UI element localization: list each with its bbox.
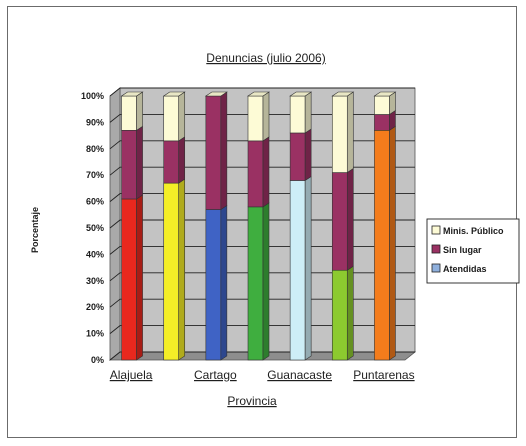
bar-top xyxy=(247,91,270,97)
gridline xyxy=(109,113,415,123)
x-axis-title: Provincia xyxy=(227,394,277,408)
bar-segment-sin-lugar xyxy=(205,91,228,211)
gridline xyxy=(109,87,415,97)
y-tick-label: 40% xyxy=(86,249,104,259)
bar-segment-atendidas xyxy=(247,202,270,361)
bar-top xyxy=(373,91,397,97)
legend-box xyxy=(426,218,520,284)
y-tick-label: 60% xyxy=(86,197,104,207)
y-tick-label: 20% xyxy=(86,302,104,312)
bar-segment-minis-p-blico xyxy=(289,91,312,134)
bar-segment-atendidas xyxy=(163,178,186,361)
gridline xyxy=(109,193,415,202)
bar-segment-atendidas xyxy=(289,175,312,361)
x-category-labels: Alajuela Cartago Guanacaste Puntarenas xyxy=(110,368,415,382)
chart-bars xyxy=(120,91,397,361)
gridline xyxy=(109,140,415,150)
y-axis-title: Porcentaje xyxy=(30,207,40,253)
bar-top xyxy=(289,91,313,97)
bar-segment-sin-lugar xyxy=(121,125,143,200)
y-tick-label: 10% xyxy=(86,329,104,339)
gridline xyxy=(109,166,415,176)
y-tick-label: 80% xyxy=(86,144,104,154)
y-tick-label: 30% xyxy=(86,276,104,286)
bar-top xyxy=(204,91,228,97)
gridline xyxy=(109,245,415,255)
legend-label: Sin lugar xyxy=(443,245,482,255)
bar-top xyxy=(120,91,144,97)
legend-swatch xyxy=(431,225,441,235)
chart-title: Denuncias (julio 2006) xyxy=(206,51,325,65)
bar-segment-atendidas xyxy=(374,125,396,361)
bar-segment-minis-p-blico xyxy=(331,91,354,174)
y-tick-label: 50% xyxy=(86,223,104,233)
bar-top xyxy=(162,91,186,97)
x-category-label: Guanacaste xyxy=(267,368,332,382)
x-category-label: Cartago xyxy=(194,368,237,382)
bar-segment-sin-lugar xyxy=(247,136,270,208)
y-tick-label: 0% xyxy=(91,355,104,365)
x-category-label: Alajuela xyxy=(110,368,153,382)
bar-segment-minis-p-blico xyxy=(374,91,396,116)
gridline xyxy=(109,298,415,308)
gridline xyxy=(109,351,415,361)
bar-top xyxy=(331,91,355,97)
y-tick-labels: 0% 10% 20% 30% 40% 50% 60% 70% 80% 90% 100% xyxy=(81,91,104,365)
y-tick-label: 100% xyxy=(81,91,104,101)
chart-legend: Minis. Público Sin lugar Atendidas xyxy=(426,218,520,284)
bar-segment-sin-lugar xyxy=(289,128,312,182)
gridline xyxy=(109,219,415,229)
gridline xyxy=(109,272,415,282)
bar-segment-minis-p-blico xyxy=(247,91,270,142)
bar-segment-sin-lugar xyxy=(331,167,354,271)
legend-label: Atendidas xyxy=(443,264,487,274)
bar-segment-atendidas xyxy=(331,265,354,361)
bar-segment-atendidas xyxy=(205,204,228,361)
chart-gridlines xyxy=(109,87,415,361)
legend-label: Minis. Público xyxy=(443,226,504,236)
bar-segment-sin-lugar xyxy=(163,136,186,184)
legend-swatch xyxy=(431,244,441,254)
bar-segment-minis-p-blico xyxy=(163,91,186,142)
x-category-label: Puntarenas xyxy=(353,368,414,382)
y-tick-label: 70% xyxy=(86,170,104,180)
gridline xyxy=(109,325,415,334)
bar-segment-minis-p-blico xyxy=(121,91,143,131)
bar-segment-atendidas xyxy=(121,194,143,361)
legend-swatch xyxy=(431,263,441,273)
y-tick-label: 90% xyxy=(86,117,104,127)
